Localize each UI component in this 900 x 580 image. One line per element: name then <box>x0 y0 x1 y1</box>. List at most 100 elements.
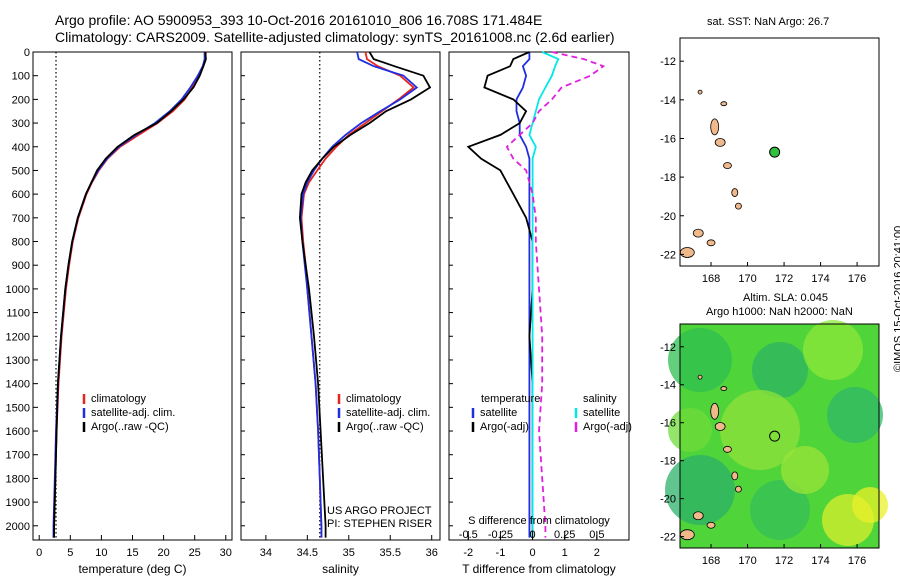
island-shape <box>692 511 704 521</box>
series-line-argo-raw-qc- <box>298 51 432 538</box>
legend-entry: climatology <box>91 393 147 405</box>
y-tick-label: 500 <box>12 165 30 177</box>
x-tick-label: 34 <box>260 547 272 559</box>
x-tick-label: 34.5 <box>297 547 318 559</box>
y-tick-label: 1100 <box>6 308 30 320</box>
figure-title-line1: Argo profile: AO 5900953_393 10-Oct-2016… <box>55 12 543 28</box>
salinity-profile-panel: 34 34.5 35 35.5 36 salinity climatology satelli… <box>240 51 441 576</box>
x-tick-label: 36 <box>426 547 438 559</box>
lon-tick-label: 174 <box>811 273 829 285</box>
lat-tick-label: -22 <box>660 532 676 544</box>
x-tick-label: 20 <box>157 547 169 559</box>
x-tick-label: -1 <box>496 547 506 559</box>
sla-patch <box>752 342 808 398</box>
y-tick-label: 2000 <box>6 521 30 533</box>
y-tick-label: 1500 <box>6 402 30 414</box>
sla-patch <box>668 408 712 452</box>
imos-copyright-label: ©IMOS 15-Oct-2016 20:41:00 <box>892 225 900 372</box>
x-axis-label: salinity <box>322 562 359 576</box>
x-tick-label: 15 <box>126 547 138 559</box>
island-shape <box>714 137 726 147</box>
x-tick-label-top: 0 <box>530 529 536 541</box>
sst-map-title: sat. SST: NaN Argo: 26.7 <box>707 16 830 28</box>
sla-patch <box>720 390 800 470</box>
legend-entry: climatology <box>346 393 402 405</box>
lon-tick-label: 176 <box>848 555 866 567</box>
plot-frame <box>240 51 441 541</box>
lon-tick-label: 174 <box>811 555 829 567</box>
lat-tick-label: -20 <box>660 494 676 506</box>
x-tick-label: 2 <box>594 547 600 559</box>
y-tick-label: 600 <box>12 189 30 201</box>
legend-entry: satellite-adj. clim. <box>346 407 430 419</box>
series-line-argo-raw-qc- <box>53 51 207 538</box>
lat-tick-label: -18 <box>660 456 676 468</box>
lat-tick-label: -12 <box>660 342 676 354</box>
legend-entry: Argo(..raw -QC) <box>346 421 424 433</box>
x-axis-label-top: S difference from climatology <box>468 515 610 527</box>
argo-float-marker <box>769 146 781 158</box>
island-shape <box>679 247 695 258</box>
x-axis-label: T difference from climatology <box>462 562 616 576</box>
figure-title-line2: Climatology: CARS2009. Satellite-adjuste… <box>55 29 615 45</box>
legend-entry: Argo(..raw -QC) <box>91 421 169 433</box>
island-shape <box>706 239 716 247</box>
series-line-temperature-satellite <box>515 52 531 538</box>
y-tick-label: 1300 <box>6 355 30 367</box>
series-line-salinity-argo-adj- <box>505 51 606 538</box>
pi-label: PI: STEPHEN RISER <box>327 518 433 530</box>
y-tick-label: 200 <box>12 94 30 106</box>
series-line-salinity-satellite <box>528 51 560 538</box>
x-tick-label-top: 0.25 <box>554 529 575 541</box>
island-shape <box>679 529 695 541</box>
sla-patch <box>781 446 829 494</box>
argo-float-marker <box>769 430 781 442</box>
sst-map-panel: 168 170 172 174 176 -12 -14 -16 -18 -20 -22 <box>660 37 880 285</box>
difference-profile-panel: -2 -1 0 1 2 T difference from climatology temp… <box>448 51 632 576</box>
island-shape <box>710 118 720 136</box>
lon-tick-label: 172 <box>775 555 793 567</box>
lon-tick-label: 172 <box>775 273 793 285</box>
legend-entry: satellite <box>480 407 517 419</box>
y-tick-label: 300 <box>12 118 30 130</box>
lat-tick-label: -14 <box>660 380 676 392</box>
x-tick-label: 35 <box>343 547 355 559</box>
legend-entry: satellite-adj. clim. <box>91 407 175 419</box>
sla-patch <box>665 455 735 525</box>
lat-tick-label: -12 <box>660 56 676 68</box>
x-tick-label-top: -0.25 <box>488 529 513 541</box>
island-shape <box>731 471 739 481</box>
island-shape <box>697 374 703 380</box>
altimetry-map-panel: 168 170 172 174 176 -12 -14 -16 -18 -20 -22 <box>660 320 888 567</box>
y-tick-label: 400 <box>12 142 30 154</box>
x-tick-label: 30 <box>220 547 232 559</box>
project-label: US ARGO PROJECT <box>327 505 432 517</box>
y-tick-label: 900 <box>12 260 30 272</box>
x-tick-label-top: 0.5 <box>589 529 604 541</box>
lon-tick-label: 170 <box>738 273 756 285</box>
island-shape <box>706 521 716 529</box>
y-tick-label: 1400 <box>6 379 30 391</box>
x-tick-label: 5 <box>67 547 73 559</box>
island-shape <box>697 89 703 95</box>
y-tick-label: 1600 <box>6 426 30 438</box>
island-shape <box>714 422 726 431</box>
y-tick-label: 100 <box>12 71 30 83</box>
y-tick-label: 0 <box>24 47 30 59</box>
island-shape <box>720 386 728 391</box>
island-shape <box>692 228 704 238</box>
x-tick-label: 1 <box>562 547 568 559</box>
sla-patch <box>852 487 888 523</box>
x-tick-label: 35.5 <box>380 547 401 559</box>
map-frame <box>679 37 880 267</box>
island-shape <box>723 162 732 169</box>
series-line-satellite-adj-clim- <box>299 51 419 538</box>
x-tick-label: 0 <box>530 547 536 559</box>
lat-tick-label: -20 <box>660 211 676 223</box>
lat-tick-label: -18 <box>660 172 676 184</box>
sla-patch <box>668 328 732 392</box>
legend-header-temperature: temperature <box>481 393 540 405</box>
legend-entry: Argo(-adj) <box>480 421 529 433</box>
plot-frame <box>32 51 233 541</box>
map-frame <box>679 323 880 549</box>
